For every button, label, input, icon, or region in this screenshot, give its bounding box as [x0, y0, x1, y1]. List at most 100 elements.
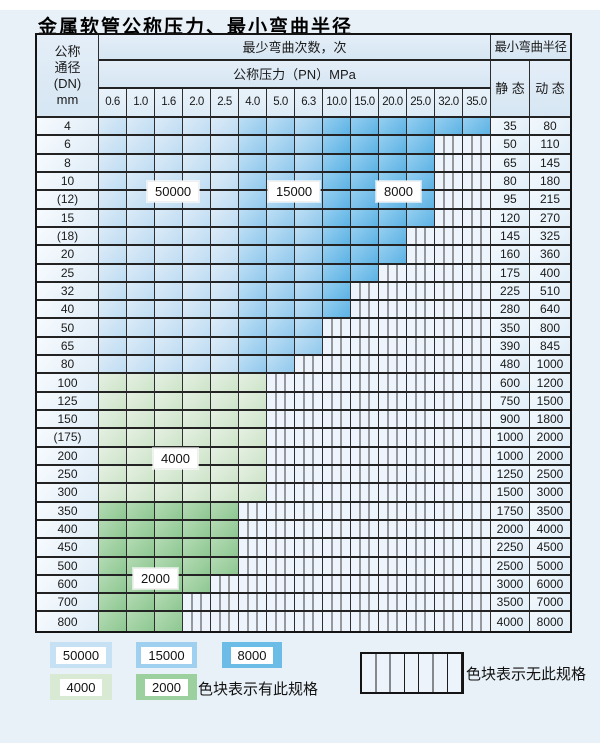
pressure-table: 公称 通径 (DN) mm 最少弯曲次数，次 最小弯曲半径 公称压力（PN）MP…	[35, 33, 572, 633]
spec-cell	[211, 392, 239, 411]
spec-cell	[183, 356, 211, 375]
no-spec-cell	[239, 502, 267, 521]
no-spec-cell	[435, 154, 463, 173]
no-spec-cell	[351, 447, 379, 466]
no-spec-cell	[463, 374, 491, 393]
no-spec-cell	[379, 282, 407, 302]
legend-swatch-15000: 15000	[136, 642, 197, 668]
no-spec-cell	[323, 374, 351, 393]
static-value: 160	[491, 246, 530, 265]
spec-cell	[155, 374, 183, 393]
spec-cell	[155, 246, 183, 265]
pressure-col-header: 10.0	[323, 89, 351, 118]
static-value: 145	[491, 227, 530, 247]
no-spec-cell	[351, 392, 379, 411]
dynamic-value: 1000	[530, 356, 570, 375]
bend-cycles-header: 最少弯曲次数，次	[99, 35, 491, 61]
no-spec-cell	[323, 447, 351, 466]
spec-cell	[155, 356, 183, 375]
spec-cell	[183, 154, 211, 173]
spec-cell	[267, 264, 295, 283]
spec-cell	[239, 429, 267, 448]
dynamic-value: 6000	[530, 575, 570, 595]
static-value: 1750	[491, 502, 530, 521]
no-spec-cell	[463, 172, 491, 192]
dynamic-value: 325	[530, 227, 570, 247]
no-spec-cell	[239, 575, 267, 595]
pressure-col-header: 15.0	[351, 89, 379, 118]
no-spec-cell	[323, 337, 351, 357]
spec-cell	[183, 484, 211, 503]
row-label: 80	[37, 356, 99, 375]
no-spec-cell	[379, 374, 407, 393]
row-label: 4	[37, 118, 99, 137]
static-value: 3000	[491, 575, 530, 595]
spec-cell	[239, 337, 267, 357]
no-spec-cell	[435, 465, 463, 485]
spec-cell	[379, 136, 407, 155]
spec-cell	[211, 246, 239, 265]
spec-cell	[183, 374, 211, 393]
no-spec-cell	[351, 520, 379, 540]
dn-header-cell: 公称 通径 (DN) mm	[37, 35, 99, 118]
no-spec-cell	[351, 319, 379, 338]
no-spec-cell	[407, 557, 435, 576]
spec-cell	[295, 209, 323, 228]
no-spec-cell	[267, 594, 295, 613]
static-value: 750	[491, 392, 530, 411]
no-spec-cell	[323, 484, 351, 503]
pressure-col-header: 0.6	[99, 89, 127, 118]
no-spec-cell	[267, 502, 295, 521]
spec-cell	[407, 209, 435, 228]
dynamic-value: 1800	[530, 411, 570, 430]
spec-cell	[211, 209, 239, 228]
no-spec-cell	[463, 227, 491, 247]
spec-cell	[155, 136, 183, 155]
row-label: 100	[37, 374, 99, 393]
spec-cell	[99, 447, 127, 466]
no-spec-cell	[435, 502, 463, 521]
no-spec-cell	[407, 502, 435, 521]
spec-cell	[211, 264, 239, 283]
spec-cell	[155, 154, 183, 173]
spec-cell	[239, 356, 267, 375]
no-spec-cell	[463, 337, 491, 357]
spec-cell	[295, 337, 323, 357]
spec-cell	[99, 154, 127, 173]
no-spec-swatch	[360, 652, 464, 694]
spec-cell	[99, 136, 127, 155]
no-spec-cell	[351, 502, 379, 521]
row-label: 50	[37, 319, 99, 338]
legend-swatch-label: 15000	[141, 646, 192, 664]
no-spec-cell	[379, 465, 407, 485]
no-spec-cell	[407, 575, 435, 595]
dynamic-value: 2000	[530, 429, 570, 448]
spec-cell	[183, 502, 211, 521]
no-spec-cell	[435, 429, 463, 448]
spec-cell	[155, 264, 183, 283]
zone-label-15000: 15000	[268, 181, 321, 202]
spec-cell	[211, 502, 239, 521]
no-spec-cell	[407, 246, 435, 265]
spec-cell	[155, 209, 183, 228]
pressure-col-header: 25.0	[407, 89, 435, 118]
dynamic-value: 510	[530, 282, 570, 302]
dynamic-value: 270	[530, 209, 570, 228]
spec-cell	[267, 282, 295, 302]
no-spec-cell	[463, 209, 491, 228]
no-spec-cell	[211, 594, 239, 613]
no-spec-cell	[351, 594, 379, 613]
spec-cell	[267, 154, 295, 173]
no-spec-cell	[267, 447, 295, 466]
spec-cell	[239, 465, 267, 485]
dn-header-line: mm	[56, 92, 79, 107]
no-spec-cell	[435, 539, 463, 558]
no-spec-cell	[351, 539, 379, 558]
spec-cell	[211, 319, 239, 338]
spec-cell	[239, 447, 267, 466]
legend-swatch-8000: 8000	[222, 642, 282, 668]
no-spec-cell	[463, 612, 491, 631]
legend-swatch-label: 8000	[230, 646, 274, 664]
spec-cell	[351, 227, 379, 247]
spec-cell	[211, 301, 239, 320]
